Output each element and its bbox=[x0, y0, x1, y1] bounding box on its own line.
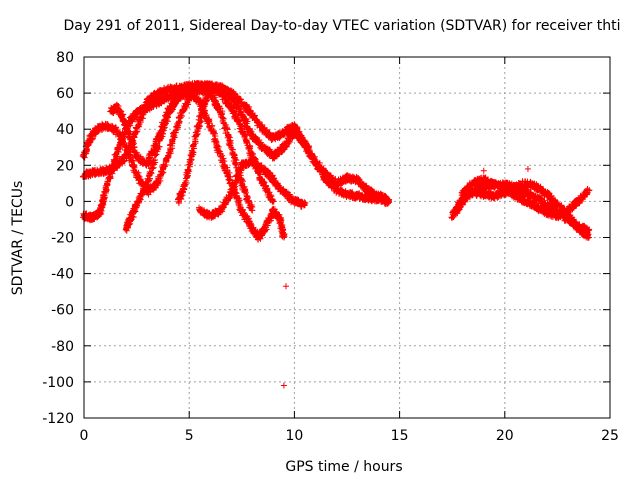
data-points bbox=[79, 80, 593, 389]
data-point bbox=[98, 201, 105, 208]
grid-lines bbox=[84, 57, 610, 418]
